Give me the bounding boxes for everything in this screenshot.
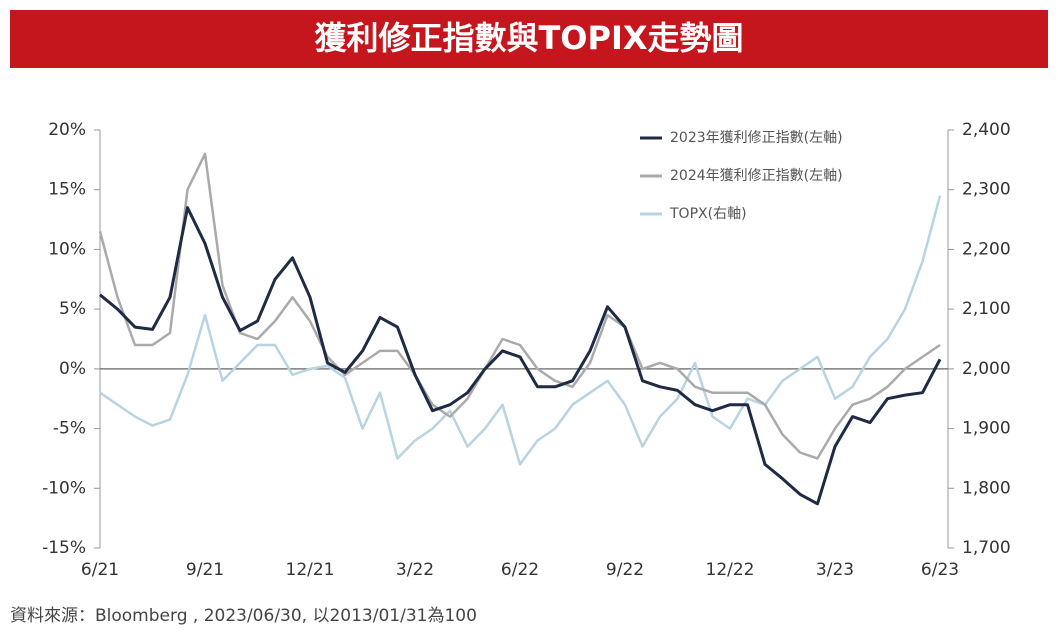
y2-tick-label: 2,300 <box>962 180 1011 200</box>
x-tick-label: 12/21 <box>286 560 335 580</box>
x-tick-label: 3/23 <box>816 560 854 580</box>
x-tick-label: 6/23 <box>921 560 959 580</box>
legend-label: 2023年獲利修正指數(左軸) <box>670 130 843 146</box>
legend-label: TOPX(右軸) <box>669 206 747 222</box>
series-line <box>98 152 941 460</box>
x-tick-label: 9/21 <box>186 560 224 580</box>
series-line <box>99 206 942 506</box>
y2-tick-label: 1,700 <box>962 538 1011 558</box>
y-tick-label: -10% <box>42 478 86 498</box>
y2-tick-label: 2,000 <box>962 359 1011 379</box>
y-tick-label: -15% <box>42 538 86 558</box>
legend-label: 2024年獲利修正指數(左軸) <box>670 168 843 184</box>
y2-tick-label: 2,100 <box>962 299 1011 319</box>
x-tick-label: 9/22 <box>606 560 644 580</box>
source-note: 資料來源：Bloomberg , 2023/06/30, 以2013/01/31… <box>10 606 477 626</box>
y2-tick-label: 1,900 <box>962 419 1011 439</box>
y-tick-label: 0% <box>59 359 86 379</box>
x-tick-label: 6/22 <box>501 560 539 580</box>
x-tick-label: 12/22 <box>706 560 755 580</box>
title-banner <box>10 10 1048 68</box>
series-line <box>99 195 942 466</box>
y-tick-label: 20% <box>48 120 86 140</box>
x-tick-label: 3/22 <box>396 560 434 580</box>
y2-tick-label: 1,800 <box>962 478 1011 498</box>
legend: 2023年獲利修正指數(左軸) 2024年獲利修正指數(左軸) TOPX(右軸) <box>640 130 843 222</box>
y-tick-label: -5% <box>53 419 86 439</box>
y-tick-label: 5% <box>59 299 86 319</box>
x-tick-label: 6/21 <box>81 560 119 580</box>
chart-title: 獲利修正指數與TOPIX走勢圖 <box>314 19 743 57</box>
y2-tick-label: 2,200 <box>962 239 1011 259</box>
y-tick-label: 10% <box>48 239 86 259</box>
y-tick-label: 15% <box>48 180 86 200</box>
y2-tick-label: 2,400 <box>962 120 1011 140</box>
